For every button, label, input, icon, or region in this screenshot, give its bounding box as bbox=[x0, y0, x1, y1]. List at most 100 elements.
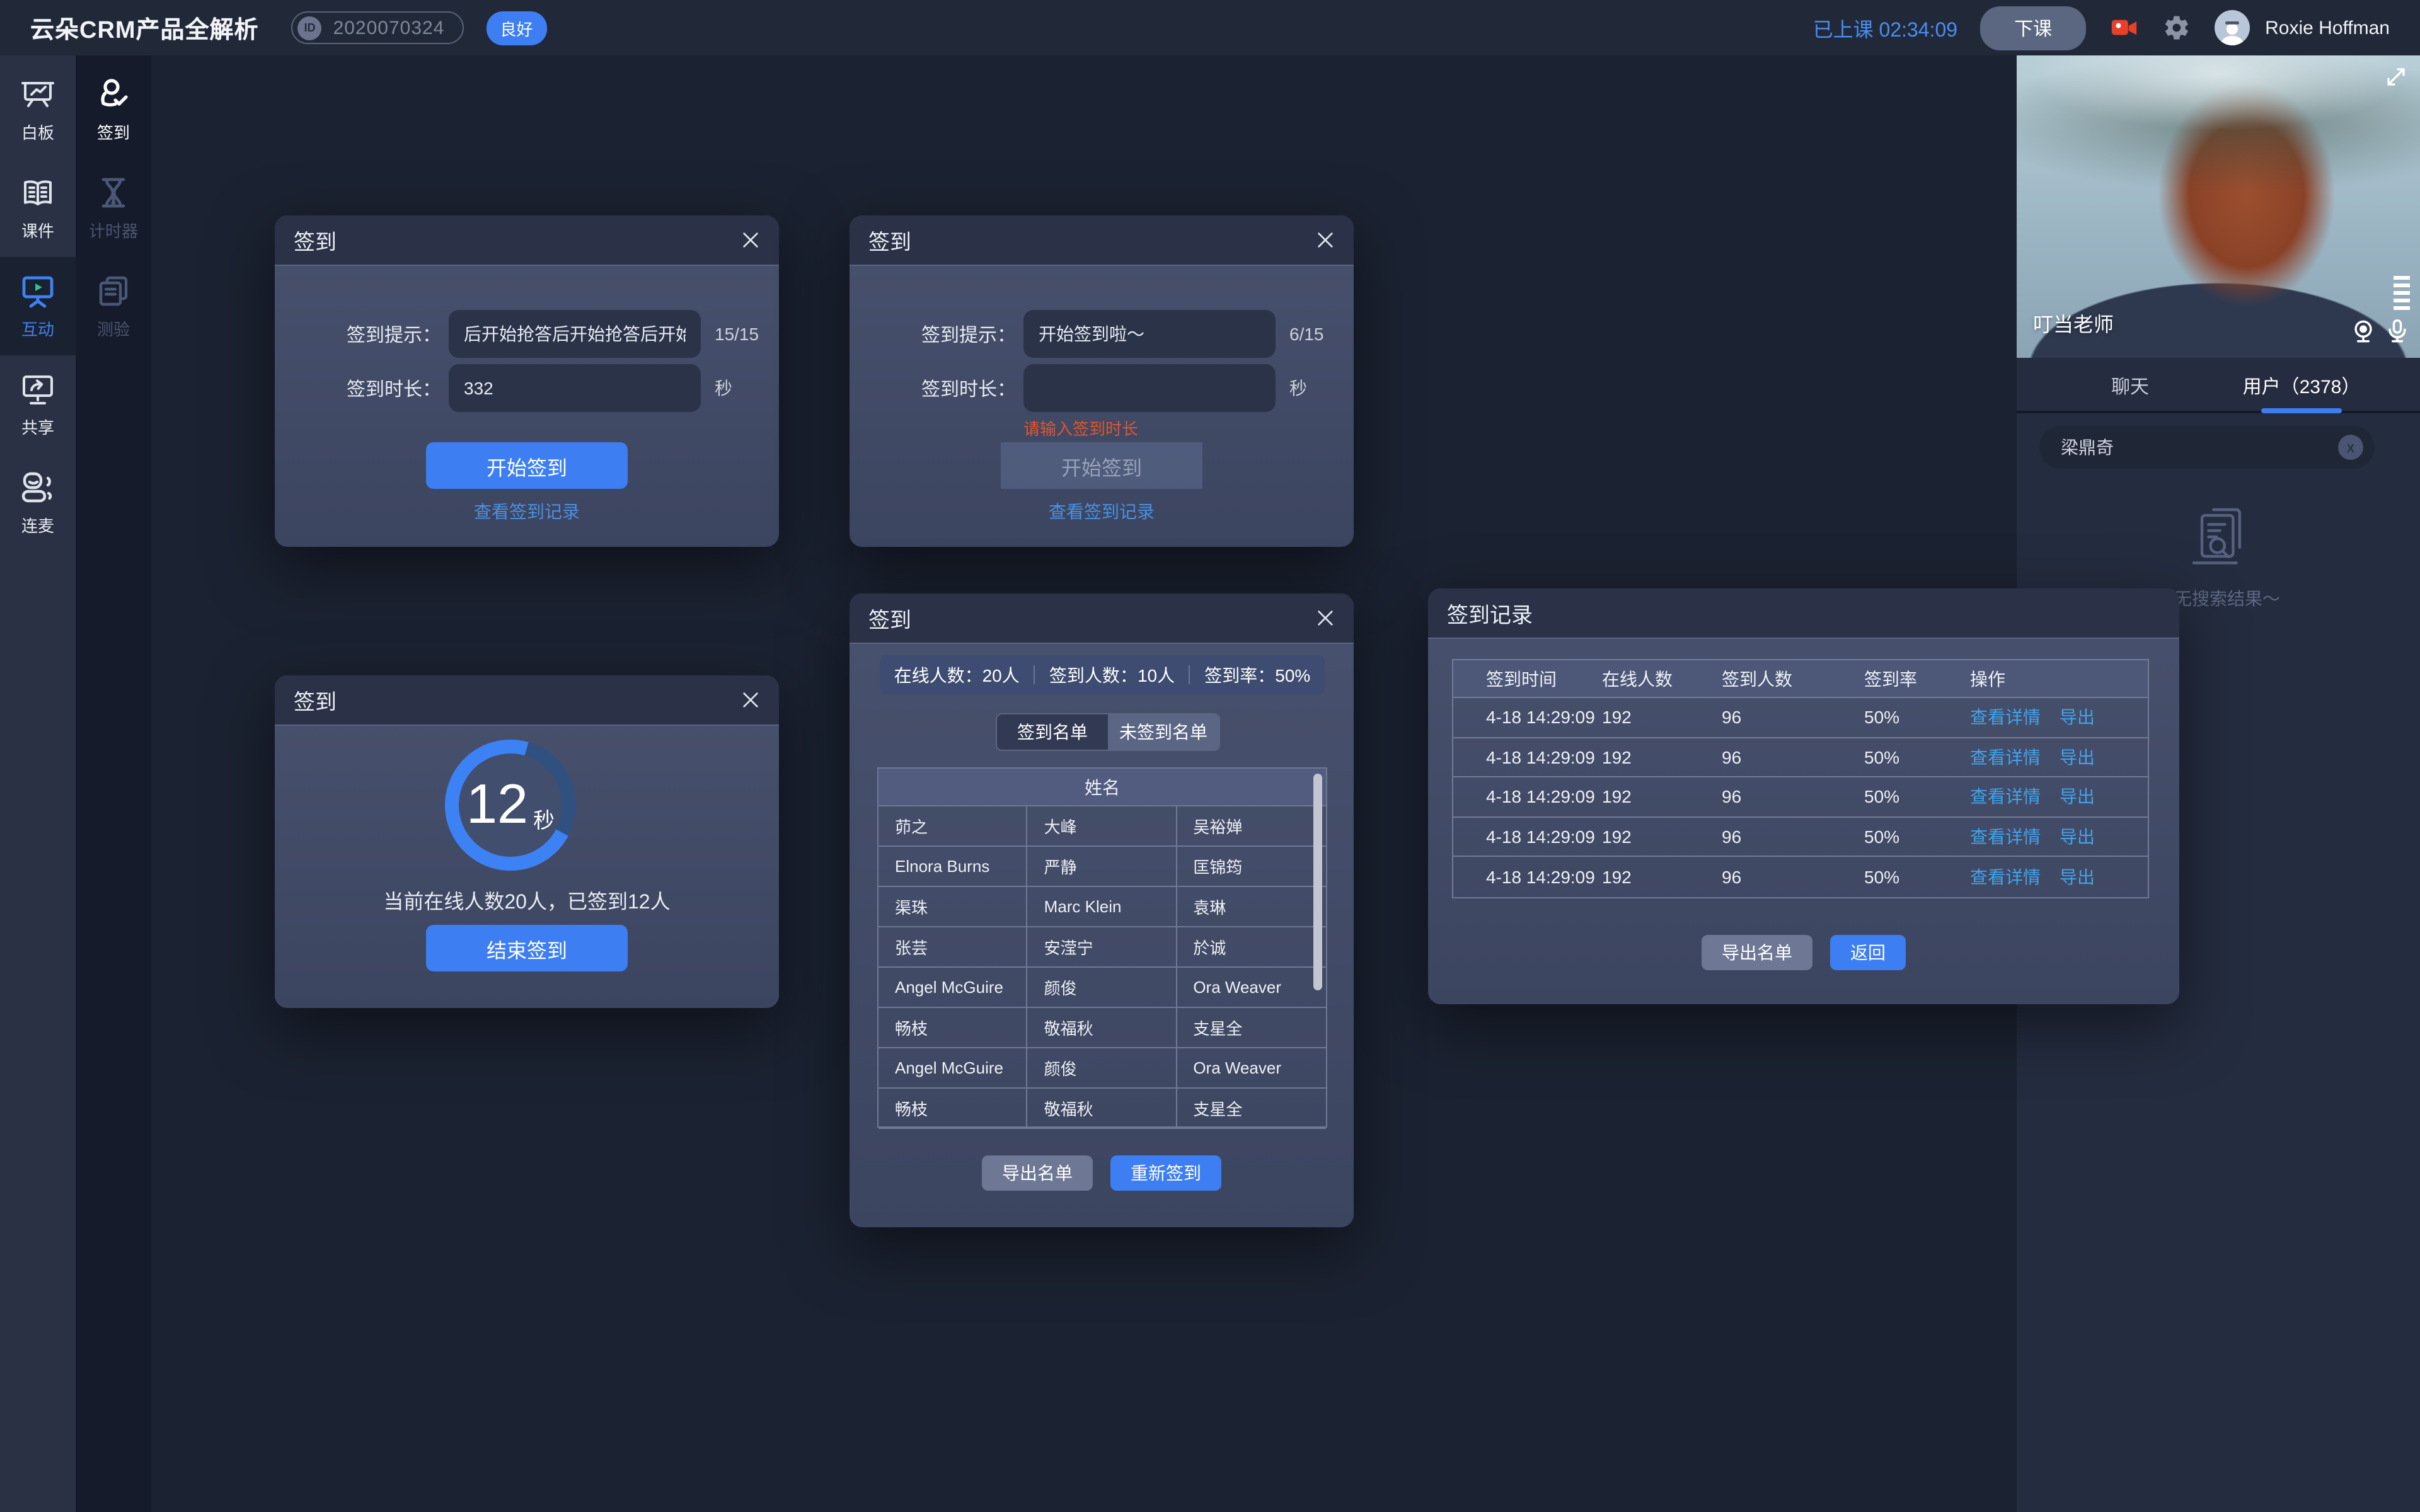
dialog-title: 签到 bbox=[868, 231, 911, 255]
table-row: Angel McGuire 颜俊 Ora Weaver bbox=[879, 1048, 1326, 1089]
microphone-icon[interactable] bbox=[2383, 318, 2411, 345]
sidebar-item-share[interactable]: 共享 bbox=[0, 355, 76, 454]
user-search: x bbox=[2039, 426, 2375, 469]
sidebar-item-sign-in[interactable]: 签到 bbox=[76, 60, 151, 159]
view-records-link[interactable]: 查看签到记录 bbox=[474, 501, 580, 522]
view-detail-link[interactable]: 查看详情 bbox=[1970, 866, 2041, 887]
sidebar-item-label: 互动 bbox=[21, 320, 54, 339]
list-tabs: 签到名单 未签到名单 bbox=[996, 713, 1220, 751]
session-id: 2020070324 bbox=[333, 17, 445, 38]
close-icon[interactable] bbox=[1316, 609, 1335, 627]
close-icon[interactable] bbox=[741, 231, 760, 249]
sidebar-item-label: 测验 bbox=[96, 320, 130, 339]
names-table: 姓名 茆之 大峰 吴裕婵 Elnora Burns 严静 匡锦筠 渠珠 Marc Klei… bbox=[877, 767, 1327, 1129]
table-row: 4-18 14:29:09 192 96 50% 查看详情 导出 bbox=[1453, 698, 2148, 738]
export-link[interactable]: 导出 bbox=[2060, 826, 2095, 847]
divider bbox=[1189, 665, 1190, 684]
resign-button[interactable]: 重新签到 bbox=[1110, 1155, 1221, 1191]
table-row: Elnora Burns 严静 匡锦筠 bbox=[879, 847, 1326, 887]
expand-icon[interactable] bbox=[2385, 66, 2407, 88]
end-signin-button[interactable]: 结束签到 bbox=[426, 925, 628, 971]
timer-icon bbox=[95, 174, 132, 212]
view-records-link[interactable]: 查看签到记录 bbox=[1049, 501, 1155, 522]
signin-rate: 签到率：50% bbox=[1204, 665, 1311, 685]
share-screen-icon bbox=[19, 370, 57, 408]
table-row: 4-18 14:29:09 192 96 50% 查看详情 导出 bbox=[1453, 738, 2148, 777]
courseware-icon bbox=[19, 174, 57, 212]
dialog-header: 签到 bbox=[275, 675, 779, 726]
sidebar-item-courseware[interactable]: 课件 bbox=[0, 159, 76, 257]
back-button[interactable]: 返回 bbox=[1830, 935, 1906, 970]
tab-chat[interactable]: 聊天 bbox=[2111, 376, 2149, 398]
export-link[interactable]: 导出 bbox=[2060, 786, 2095, 807]
export-list-button[interactable]: 导出名单 bbox=[982, 1155, 1093, 1191]
sidebar-item-quiz[interactable]: 测验 bbox=[76, 257, 151, 355]
tab-users[interactable]: 用户（2378） bbox=[2242, 376, 2361, 398]
duration-label: 签到时长： bbox=[346, 379, 441, 400]
duration-input[interactable] bbox=[1023, 364, 1276, 412]
table-row: Angel McGuire 颜俊 Ora Weaver bbox=[879, 968, 1326, 1008]
dialog-signin-form-b: 签到 签到提示： 6/15 签到时长： 秒 请输入签到时长 开始签到 查看签到记… bbox=[850, 215, 1354, 547]
dialog-signin-countdown: 签到 12 秒 当前在线人数20人，已签到12人 结束签到 bbox=[275, 675, 779, 1008]
close-icon[interactable] bbox=[741, 690, 760, 709]
view-detail-link[interactable]: 查看详情 bbox=[1970, 786, 2041, 807]
clear-icon[interactable]: x bbox=[2338, 435, 2363, 460]
export-link[interactable]: 导出 bbox=[2060, 747, 2095, 767]
right-panel-tabs: 聊天 用户（2378） bbox=[2017, 358, 2420, 413]
sidebar-item-interaction[interactable]: 互动 bbox=[0, 257, 76, 355]
duration-input[interactable] bbox=[449, 364, 701, 412]
table-row: 畅枝 敬福秋 支星全 bbox=[879, 1008, 1326, 1048]
close-icon[interactable] bbox=[1316, 231, 1335, 249]
export-link[interactable]: 导出 bbox=[2060, 707, 2095, 728]
dialog-signin-form-a: 签到 签到提示： 15/15 签到时长： 秒 开始签到 查看签到记录 bbox=[275, 215, 779, 547]
mic-connect-icon bbox=[19, 469, 57, 507]
tab-unsigned-list[interactable]: 未签到名单 bbox=[1108, 714, 1219, 750]
dialog-title: 签到 bbox=[294, 690, 337, 714]
video-camera-icon[interactable] bbox=[2109, 13, 2139, 43]
dialog-header: 签到 bbox=[275, 215, 779, 266]
end-class-button[interactable]: 下课 bbox=[1980, 6, 2087, 50]
session-id-pill: ID 2020070324 bbox=[291, 11, 464, 44]
table-row: 4-18 14:29:09 192 96 50% 查看详情 导出 bbox=[1453, 777, 2148, 817]
start-signin-button[interactable]: 开始签到 bbox=[426, 442, 628, 489]
export-list-button[interactable]: 导出名单 bbox=[1702, 935, 1812, 970]
search-input[interactable] bbox=[2039, 426, 2375, 469]
tab-signed-list[interactable]: 签到名单 bbox=[997, 714, 1108, 750]
webcam-icon[interactable] bbox=[2349, 318, 2377, 345]
duration-unit: 秒 bbox=[1289, 378, 1307, 398]
dialog-signin-result: 签到 在线人数：20人 签到人数：10人 签到率：50% 签到名单 未签到名单 … bbox=[850, 593, 1354, 1227]
no-search-results-icon bbox=[2186, 499, 2251, 570]
prompt-label: 签到提示： bbox=[346, 324, 441, 346]
gear-icon[interactable] bbox=[2162, 13, 2192, 43]
countdown-unit: 秒 bbox=[533, 808, 555, 832]
countdown-seconds: 12 bbox=[466, 774, 528, 835]
signin-stats-bar: 在线人数：20人 签到人数：10人 签到率：50% bbox=[880, 655, 1325, 694]
prompt-input[interactable] bbox=[449, 310, 701, 358]
export-link[interactable]: 导出 bbox=[2060, 866, 2095, 887]
top-bar: 云朵CRM产品全解析 ID 2020070324 良好 已上课 02:34:09… bbox=[0, 0, 2420, 55]
view-detail-link[interactable]: 查看详情 bbox=[1970, 826, 2041, 847]
sidebar-item-whiteboard[interactable]: 白板 bbox=[0, 60, 76, 159]
sidebar-item-label: 连麦 bbox=[21, 517, 54, 536]
user-avatar[interactable] bbox=[2215, 10, 2250, 45]
table-row: 茆之 大峰 吴裕婵 bbox=[879, 806, 1326, 847]
sidebar-item-timer[interactable]: 计时器 bbox=[76, 159, 151, 257]
prompt-input[interactable] bbox=[1023, 310, 1276, 358]
sidebar-item-mic-connect[interactable]: 连麦 bbox=[0, 454, 76, 552]
table-row: 畅枝 敬福秋 支星全 bbox=[879, 1089, 1326, 1129]
view-detail-link[interactable]: 查看详情 bbox=[1970, 707, 2041, 728]
table-scrollbar[interactable] bbox=[1313, 774, 1322, 990]
duration-error-message: 请输入签到时长 bbox=[1023, 420, 1139, 438]
dialog-header: 签到 bbox=[850, 215, 1354, 266]
table-row: 渠珠 Marc Klein 袁琳 bbox=[879, 887, 1326, 927]
duration-unit: 秒 bbox=[715, 378, 732, 398]
countdown-status-text: 当前在线人数20人，已签到12人 bbox=[383, 892, 671, 914]
table-row: 张芸 安滢宁 於诚 bbox=[879, 927, 1326, 968]
table-row: 4-18 14:29:09 192 96 50% 查看详情 导出 bbox=[1453, 857, 2148, 896]
whiteboard-icon bbox=[19, 76, 57, 113]
view-detail-link[interactable]: 查看详情 bbox=[1970, 747, 2041, 767]
start-signin-button-disabled: 开始签到 bbox=[1001, 442, 1202, 489]
dialog-title: 签到记录 bbox=[1447, 604, 1533, 627]
teacher-video: 叮当老师 bbox=[2017, 55, 2420, 358]
